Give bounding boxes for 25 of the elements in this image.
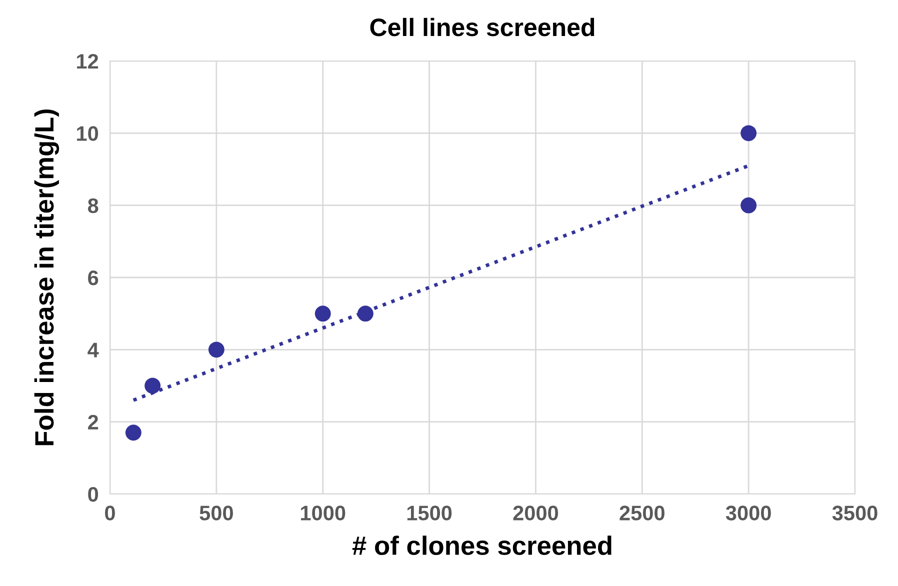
y-tick-label: 4 <box>88 342 99 358</box>
point <box>314 306 331 322</box>
point <box>357 306 374 322</box>
x-tick-label: 1500 <box>407 506 452 520</box>
point <box>125 424 142 441</box>
x-tick-label: 2000 <box>513 506 558 520</box>
y-tick-label: 2 <box>88 414 98 430</box>
y-tick-label: 0 <box>88 487 98 502</box>
x-tick-label: 3000 <box>726 506 771 520</box>
x-tick-label: 3500 <box>832 506 878 520</box>
y-tick-label: 6 <box>88 270 98 286</box>
x-tick-label: 2500 <box>620 506 664 520</box>
y-tick-label: 10 <box>77 126 98 141</box>
point <box>740 197 757 214</box>
x-tick-label: 500 <box>200 506 233 520</box>
x-tick-label: 0 <box>105 506 115 520</box>
y-tick-label: 8 <box>88 198 98 214</box>
y-tick-label: 12 <box>77 54 98 69</box>
chart-title: Cell lines screened <box>370 18 594 36</box>
x-axis-title: # of clones screened <box>352 536 612 556</box>
x-tick-label: 1000 <box>301 506 346 520</box>
y-axis-title: Fold increase in titer(mg/L) <box>34 109 60 446</box>
point <box>740 125 757 142</box>
point <box>208 342 224 358</box>
point <box>144 378 161 394</box>
